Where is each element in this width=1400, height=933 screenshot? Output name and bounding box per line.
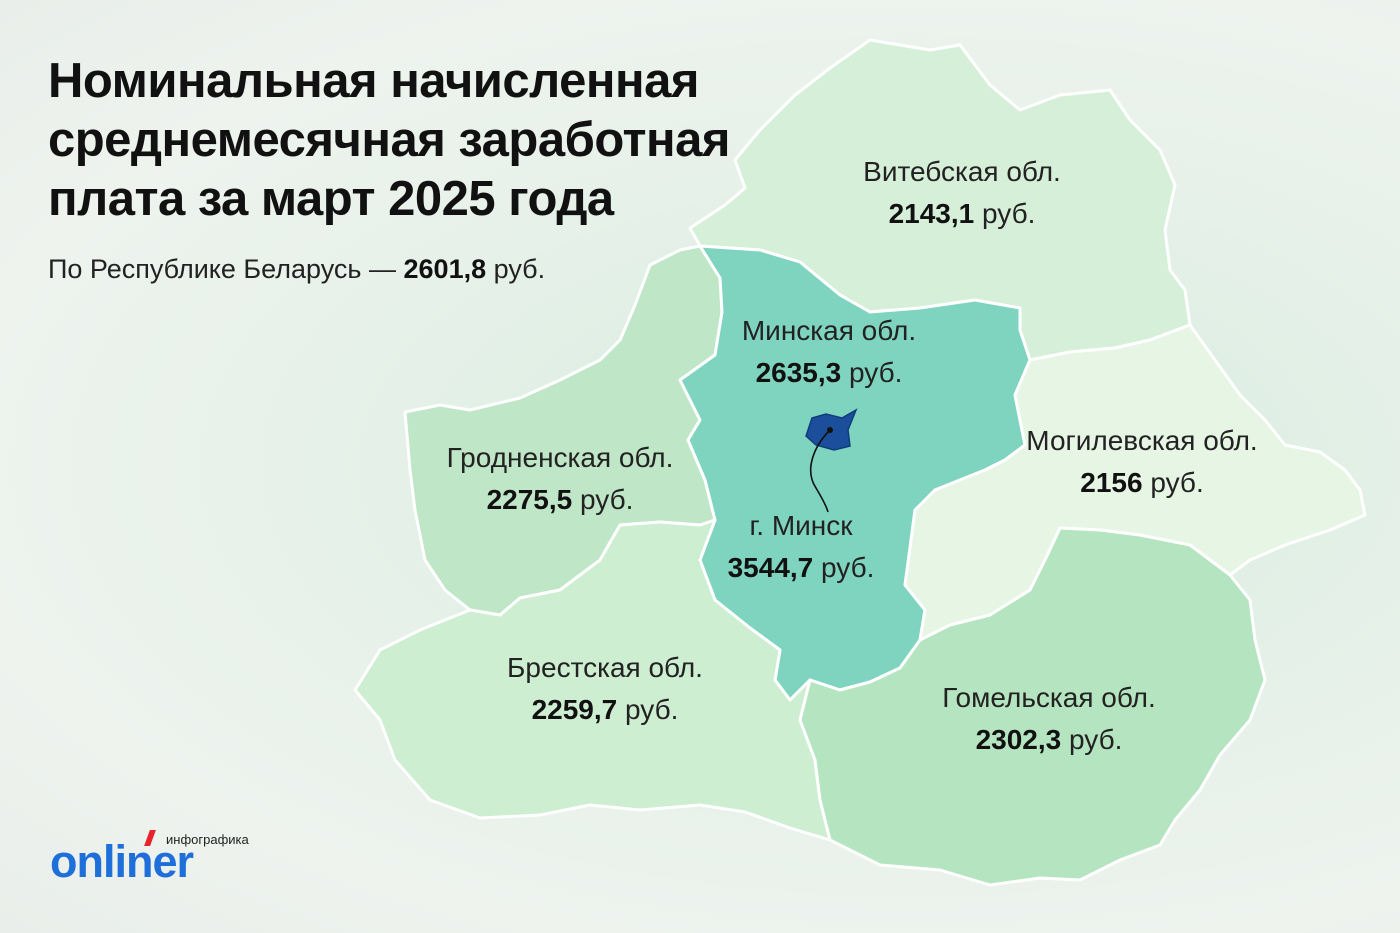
region-unit: руб. bbox=[849, 357, 903, 388]
region-value: 3544,7 bbox=[727, 552, 814, 583]
label-gomel: Гомельская обл. 2302,3 руб. bbox=[942, 677, 1156, 761]
logo-wordmark: onliner bbox=[50, 836, 194, 887]
country-average-value: 2601,8 bbox=[403, 254, 487, 284]
logo-caption: инфографика bbox=[166, 832, 249, 847]
region-unit: руб. bbox=[1069, 724, 1123, 755]
region-value: 2156 bbox=[1080, 467, 1143, 498]
country-average-unit: руб. bbox=[493, 254, 546, 284]
page-title: Номинальная начисленная среднемесячная з… bbox=[48, 54, 731, 226]
region-unit: руб. bbox=[580, 484, 634, 515]
region-gomel[interactable] bbox=[798, 526, 1267, 887]
label-grodno: Гродненская обл. 2275,5 руб. bbox=[447, 437, 674, 521]
country-average: По Республике Беларусь — 2601,8 руб. bbox=[48, 254, 545, 285]
region-unit: руб. bbox=[625, 694, 679, 725]
country-average-label: По Республике Беларусь — bbox=[48, 254, 396, 284]
region-value-line: 3544,7 руб. bbox=[728, 547, 875, 589]
minsk-leader-dot bbox=[827, 427, 833, 433]
region-value-line: 2302,3 руб. bbox=[942, 719, 1156, 761]
region-value: 2275,5 bbox=[486, 484, 573, 515]
region-unit: руб. bbox=[821, 552, 875, 583]
region-value: 2259,7 bbox=[531, 694, 618, 725]
region-value-line: 2156 руб. bbox=[1026, 462, 1257, 504]
label-vitebsk: Витебская обл. 2143,1 руб. bbox=[863, 151, 1061, 235]
region-value: 2635,3 bbox=[755, 357, 842, 388]
label-brest: Брестская обл. 2259,7 руб. bbox=[507, 647, 703, 731]
minsk-leader-line bbox=[809, 429, 831, 513]
region-value-line: 2143,1 руб. bbox=[863, 193, 1061, 235]
region-unit: руб. bbox=[982, 198, 1036, 229]
label-minsk-city: г. Минск 3544,7 руб. bbox=[728, 505, 875, 589]
region-unit: руб. bbox=[1150, 467, 1204, 498]
region-value-line: 2635,3 руб. bbox=[742, 352, 916, 394]
region-name: Минская обл. bbox=[741, 315, 917, 346]
region-name: Гомельская обл. bbox=[942, 682, 1156, 713]
region-value-line: 2259,7 руб. bbox=[507, 689, 703, 731]
region-value: 2302,3 bbox=[975, 724, 1062, 755]
region-value: 2143,1 bbox=[888, 198, 975, 229]
onliner-logo[interactable]: инфографика onliner bbox=[50, 828, 260, 888]
region-brest[interactable] bbox=[353, 518, 832, 842]
region-name: Гродненская обл. bbox=[446, 442, 674, 473]
region-name: Могилевская обл. bbox=[1026, 425, 1258, 456]
region-value-line: 2275,5 руб. bbox=[447, 479, 674, 521]
region-name: г. Минск bbox=[749, 510, 853, 541]
label-minsk-region: Минская обл. 2635,3 руб. bbox=[742, 310, 916, 394]
region-name: Брестская обл. bbox=[507, 652, 703, 683]
region-name: Витебская обл. bbox=[863, 156, 1061, 187]
label-mogilev: Могилевская обл. 2156 руб. bbox=[1026, 420, 1257, 504]
